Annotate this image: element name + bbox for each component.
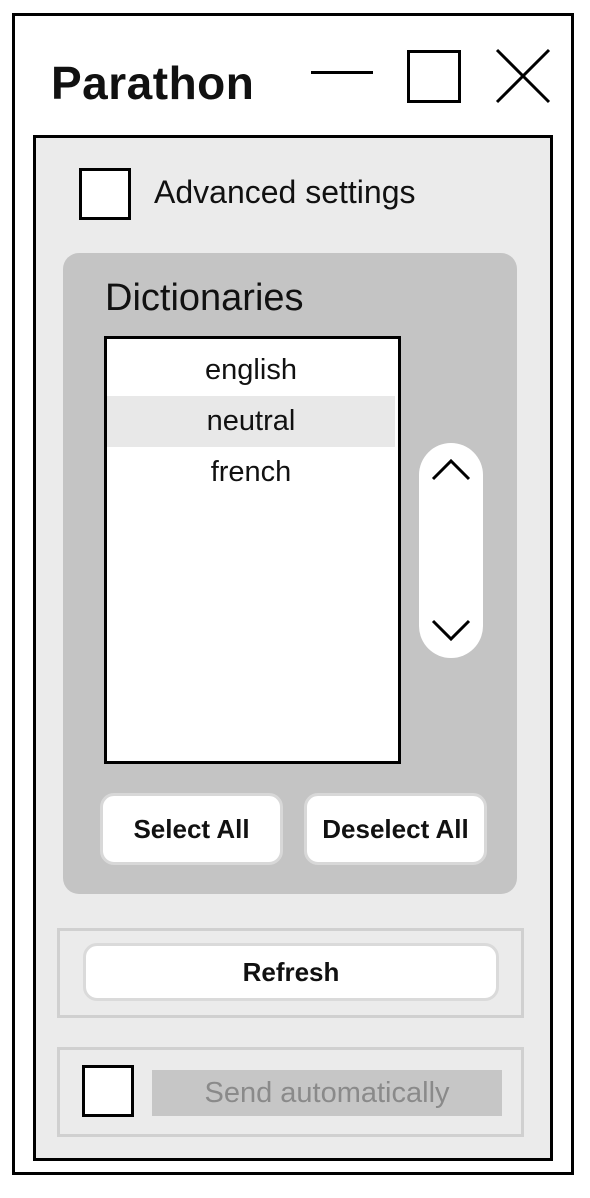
list-scrollbar[interactable] (419, 443, 483, 658)
window-title: Parathon (51, 57, 255, 109)
list-item-english[interactable]: english (205, 354, 297, 386)
refresh-section: Refresh (57, 928, 524, 1018)
dictionaries-group: Dictionaries english neutral french Sele… (63, 253, 517, 894)
deselect-all-button[interactable]: Deselect All (304, 793, 487, 865)
chevron-down-icon[interactable] (431, 619, 471, 643)
dictionaries-title: Dictionaries (105, 277, 304, 319)
send-section: Send automatically (57, 1047, 524, 1137)
maximize-icon[interactable] (407, 50, 461, 103)
settings-panel: Advanced settings Dictionaries english n… (33, 135, 553, 1161)
send-automatically-label: Send automatically (152, 1070, 502, 1116)
dictionary-list[interactable]: english neutral french (104, 336, 401, 764)
send-automatically-checkbox[interactable] (82, 1065, 134, 1117)
chevron-up-icon[interactable] (431, 457, 471, 481)
advanced-settings-label: Advanced settings (154, 174, 416, 210)
close-icon[interactable] (495, 48, 551, 104)
minimize-icon[interactable] (311, 71, 373, 74)
list-item-neutral[interactable]: neutral (107, 396, 395, 447)
select-all-button[interactable]: Select All (100, 793, 283, 865)
advanced-settings-checkbox[interactable] (79, 168, 131, 220)
refresh-button[interactable]: Refresh (83, 943, 499, 1001)
list-item-french[interactable]: french (210, 456, 292, 488)
app-window: Parathon Advanced settings Dictionaries … (12, 13, 574, 1175)
